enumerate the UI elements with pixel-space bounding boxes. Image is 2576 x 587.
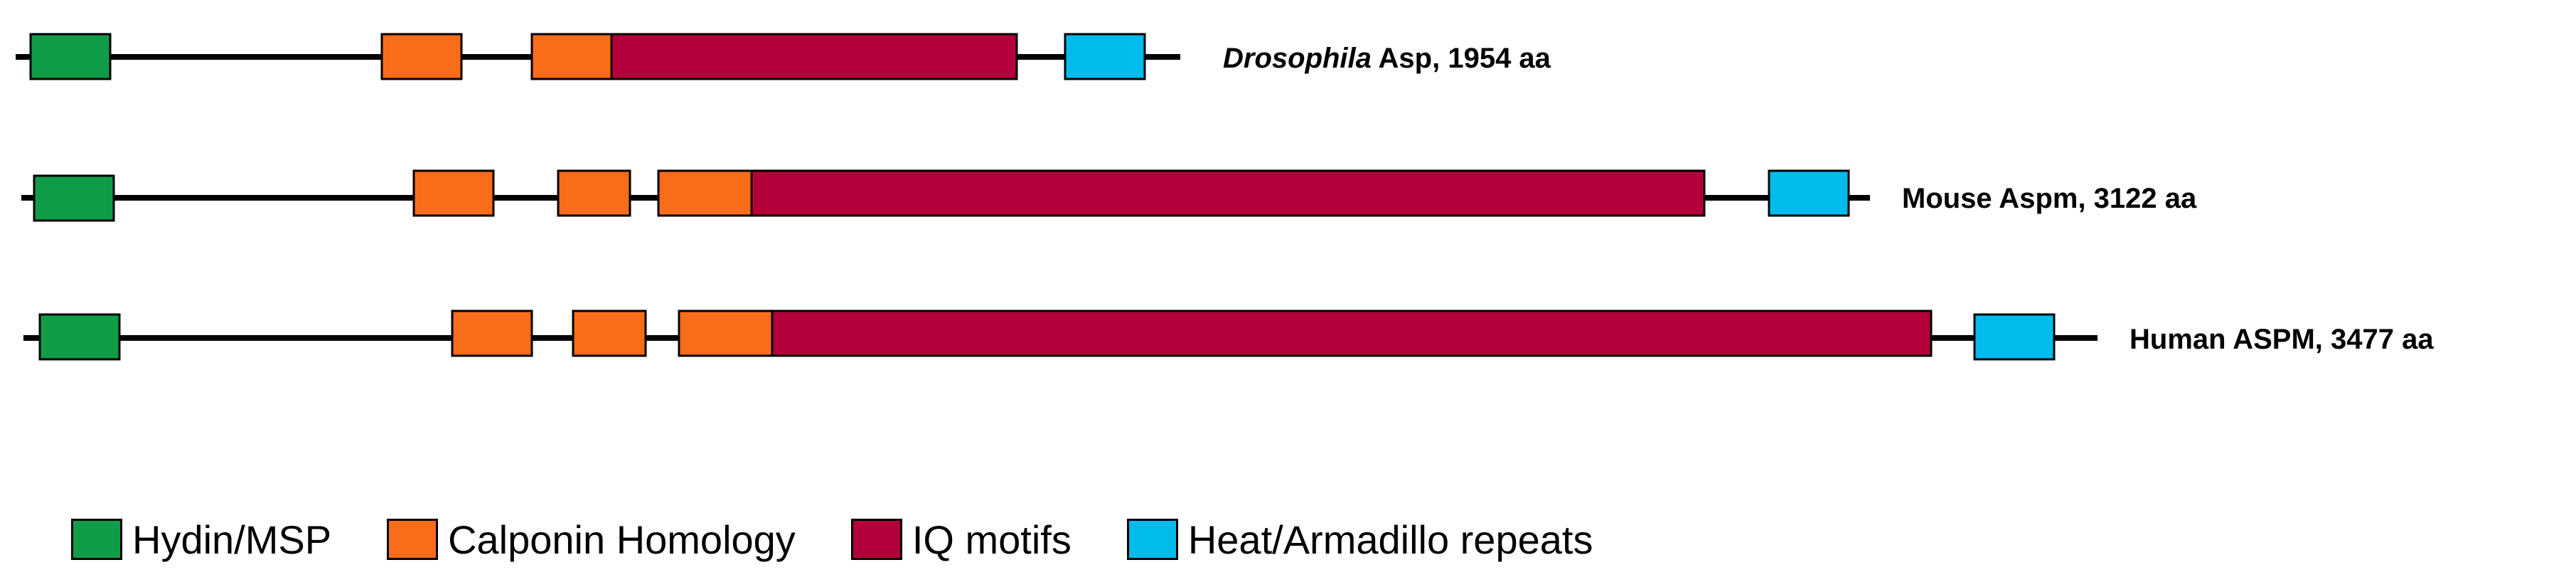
iq-motifs-domain (610, 33, 1018, 80)
legend-label: Calponin Homology (448, 517, 796, 562)
iq-motifs-domain (750, 169, 1706, 217)
protein-label: Drosophila Asp, 1954 aa (1223, 43, 1551, 74)
protein-label-text: Mouse Aspm, 3122 aa (1902, 183, 2197, 214)
legend-label: Hydin/MSP (132, 517, 332, 562)
protein-row-drosophila: Drosophila Asp, 1954 aa (16, 33, 1551, 80)
protein-label-text: Asp, 1954 aa (1372, 43, 1551, 74)
heat-armadillo-domain (1064, 33, 1146, 80)
calponin-homology-domain (678, 310, 774, 357)
calponin-homology-domain (572, 310, 647, 357)
calponin-homology-domain (557, 169, 631, 217)
legend-item-iq: IQ motifs (850, 517, 1071, 563)
legend: Hydin/MSP Calponin Homology IQ motifs He… (71, 511, 1648, 568)
calponin-homology-domain (451, 310, 533, 357)
protein-label: Mouse Aspm, 3122 aa (1902, 183, 2197, 214)
hydin-msp-domain (33, 174, 115, 222)
calponin-homology-domain (530, 33, 613, 80)
hydin-msp-domain (38, 313, 121, 361)
calponin-homology-domain (380, 33, 463, 80)
heat-armadillo-swatch-icon (1126, 519, 1178, 560)
protein-row-mouse: Mouse Aspm, 3122 aa (21, 169, 2197, 222)
protein-row-human: Human ASPM, 3477 aa (23, 310, 2434, 361)
hydin-msp-domain (29, 33, 112, 80)
legend-item-heat: Heat/Armadillo repeats (1126, 517, 1593, 563)
heat-armadillo-domain (1973, 313, 2056, 361)
calponin-homology-domain (412, 169, 495, 217)
protein-label-text: Human ASPM, 3477 aa (2129, 324, 2434, 355)
legend-item-calponin: Calponin Homology (387, 517, 796, 563)
legend-item-hydin: Hydin/MSP (71, 517, 331, 563)
hydin-msp-swatch-icon (71, 519, 122, 560)
calponin-homology-domain (657, 169, 753, 217)
iq-motifs-swatch-icon (850, 519, 902, 560)
calponin-homology-swatch-icon (387, 519, 439, 560)
legend-label: Heat/Armadillo repeats (1187, 517, 1593, 562)
protein-label-italic: Drosophila (1223, 43, 1372, 74)
heat-armadillo-domain (1768, 169, 1850, 217)
protein-label: Human ASPM, 3477 aa (2129, 324, 2434, 355)
legend-label: IQ motifs (912, 517, 1071, 562)
iq-motifs-domain (771, 310, 1933, 357)
